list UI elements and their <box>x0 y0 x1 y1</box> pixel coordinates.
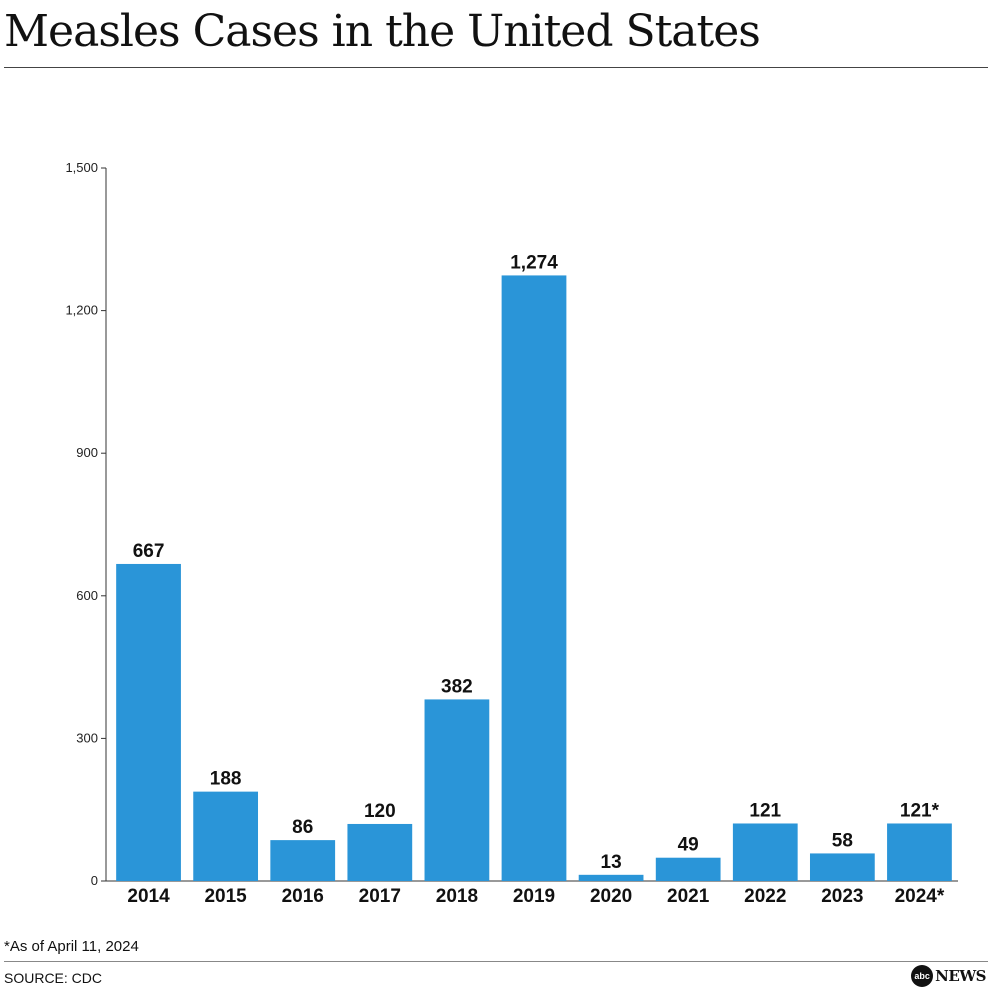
source-note: SOURCE: CDC <box>4 970 103 986</box>
x-category-label: 2015 <box>204 886 247 907</box>
x-category-label: 2019 <box>513 886 555 907</box>
bar-value-label: 121 <box>749 800 781 821</box>
bar-value-label: 667 <box>133 541 165 562</box>
bar <box>424 699 490 881</box>
x-category-label: 2020 <box>590 886 632 907</box>
x-category-label: 2017 <box>359 886 401 907</box>
bar-value-label: 382 <box>441 676 473 697</box>
abc-news-logo: abc NEWS <box>911 965 986 987</box>
y-tick-label: 1,500 <box>65 160 98 175</box>
bar-value-label: 121* <box>900 800 940 821</box>
bar-value-label: 188 <box>210 769 242 790</box>
bar-value-label: 58 <box>832 830 853 851</box>
bar <box>116 563 181 881</box>
chart-title: Measles Cases in the United States <box>4 6 761 57</box>
title-divider <box>4 67 988 68</box>
abc-logo-mark: abc <box>911 965 934 987</box>
x-category-label: 2022 <box>744 886 786 907</box>
abc-logo-text: NEWS <box>935 967 986 985</box>
bar <box>270 840 336 881</box>
bar <box>655 857 721 881</box>
x-category-label: 2024* <box>895 886 945 907</box>
bar <box>732 823 798 881</box>
bar-value-label: 86 <box>292 817 313 838</box>
bar-value-label: 49 <box>678 835 699 856</box>
bar <box>501 275 567 882</box>
y-tick-label: 900 <box>76 445 98 460</box>
bar <box>347 823 413 881</box>
x-category-label: 2018 <box>436 886 478 907</box>
bar-value-label: 1,274 <box>510 252 558 273</box>
y-tick-label: 0 <box>91 873 98 888</box>
x-category-label: 2023 <box>821 886 863 907</box>
footer-divider <box>4 961 988 962</box>
footnote: *As of April 11, 2024 <box>4 938 139 955</box>
bar-value-label: 120 <box>364 801 396 822</box>
x-category-label: 2014 <box>127 886 170 907</box>
x-category-label: 2016 <box>282 886 324 907</box>
bar-value-label: 13 <box>601 852 622 873</box>
y-tick-label: 600 <box>76 588 98 603</box>
y-tick-label: 300 <box>76 730 98 745</box>
bar <box>809 853 875 881</box>
bar <box>887 823 952 881</box>
x-category-label: 2021 <box>667 886 710 907</box>
y-tick-label: 1,200 <box>65 303 98 318</box>
bar <box>193 791 259 881</box>
bar <box>578 874 644 881</box>
